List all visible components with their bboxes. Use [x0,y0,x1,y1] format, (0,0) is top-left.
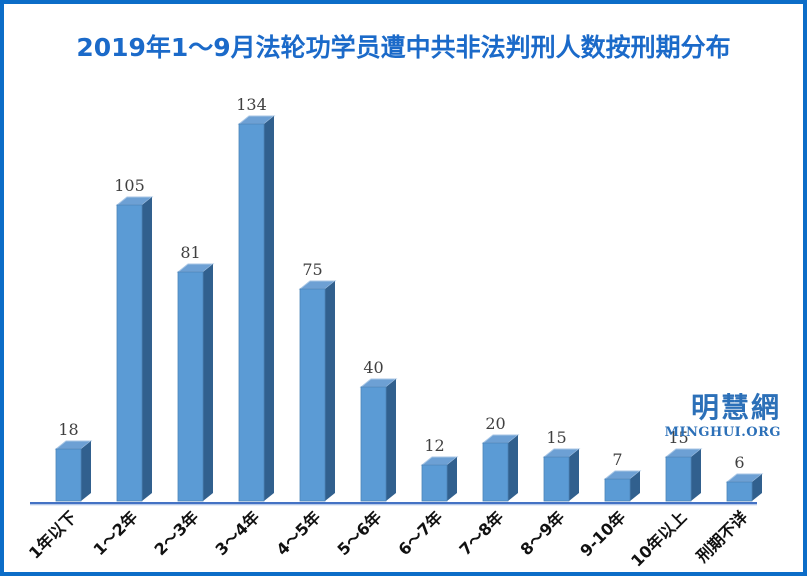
bar-front-face [177,271,204,502]
x-axis-label: 10年以上 [627,507,690,570]
bar-side-face [508,435,518,501]
bar-side-face [203,264,213,501]
bar-side-face [630,471,640,501]
plot-area: 181年以下1051～2年812～3年1343～4年754～5年405～6年12… [25,95,764,571]
x-axis-label: 3～4年 [212,507,264,559]
bar-side-face [264,116,274,501]
chart-title: 2019年1～9月法轮功学员遭中共非法判刑人数按刑期分布 [76,33,731,62]
x-axis-label: 刑期不详 [693,507,752,566]
bar-front-face [543,456,570,502]
bar: 18 1年以下 [25,420,93,563]
bar: 40 5～6年 [334,358,398,559]
bar: 134 3～4年 [212,95,276,559]
bar: 15 8～9年 [517,428,581,559]
bar: 81 2～3年 [151,243,215,559]
bar: 105 1～2年 [90,176,154,559]
bar-value-label: 75 [302,260,322,279]
watermark-latin-text: MINGHUI.ORG [664,425,781,440]
bar-value-label: 12 [424,436,444,455]
bar: 75 4～5年 [273,260,337,559]
bar-value-label: 105 [114,176,145,195]
bar: 20 7～8年 [456,414,520,559]
bar-side-face [386,379,396,501]
bar-front-face [299,288,326,502]
bar: 12 6～7年 [395,436,459,559]
bar-front-face [726,481,753,502]
watermark-cjk-text: 明慧網 [690,391,781,424]
bar-side-face [569,449,579,501]
bar-value-label: 40 [363,358,383,377]
bar-value-label: 20 [485,414,505,433]
bar-side-face [142,197,152,501]
minghui-watermark: 明慧網 MINGHUI.ORG [664,391,781,440]
bar-value-label: 15 [668,428,688,447]
x-axis-label: 7～8年 [456,507,508,559]
x-axis-label: 4～5年 [273,507,325,559]
x-axis-label: 1～2年 [90,507,142,559]
bar-value-label: 15 [546,428,566,447]
x-axis-label: 8～9年 [517,507,569,559]
bar-front-face [360,386,387,502]
x-axis-label: 5～6年 [334,507,386,559]
bar: 6 刑期不详 [693,453,764,566]
bar-side-face [752,474,762,501]
bar-value-label: 134 [236,95,267,114]
bar-front-face [482,442,509,502]
bar-value-label: 81 [180,243,200,262]
bar: 15 10年以上 [627,428,703,571]
bar-side-face [325,281,335,501]
bar-value-label: 18 [58,420,78,439]
bar-front-face [55,448,82,502]
bar-front-face [238,123,265,502]
x-axis-label: 9-10年 [576,507,629,560]
bar-side-face [447,457,457,501]
x-axis-label: 1年以下 [25,507,80,562]
bar-front-face [604,478,631,502]
x-axis-label: 2～3年 [151,507,203,559]
bar-side-face [691,449,701,501]
bar-front-face [116,204,143,502]
bar-side-face [81,441,91,501]
x-axis-label: 6～7年 [395,507,447,559]
bar-value-label: 6 [734,453,744,472]
bar-value-label: 7 [612,450,622,469]
bar-front-face [421,464,448,502]
bar-front-face [665,456,692,502]
